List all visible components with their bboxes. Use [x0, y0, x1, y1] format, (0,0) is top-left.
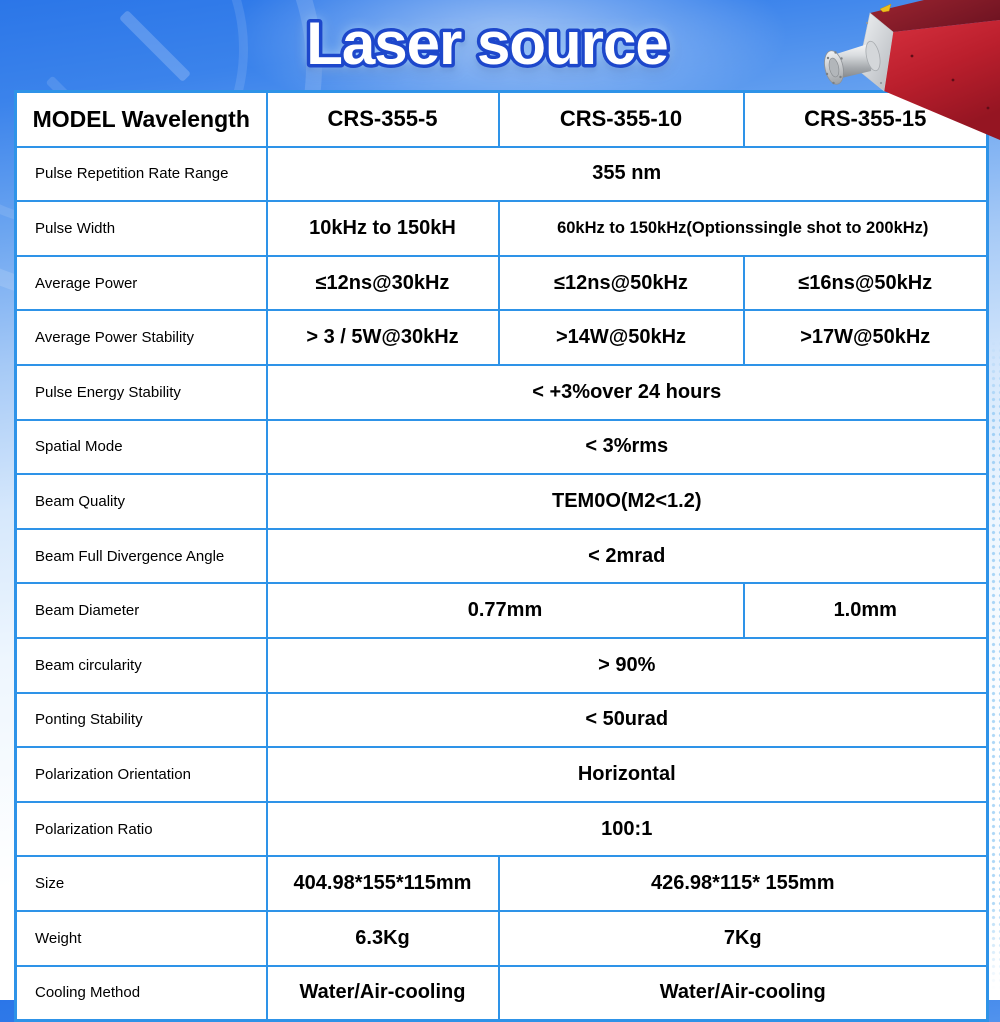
spec-table: MODEL Wavelength CRS-355-5 CRS-355-10 CR… — [14, 90, 989, 1022]
row-label: Cooling Method — [14, 964, 268, 1022]
row-label: Average Power Stability — [14, 309, 268, 366]
row-label: Ponting Stability — [14, 691, 268, 749]
spec-value-cell: ≤12ns@50kHz — [497, 254, 745, 312]
device-logo-mark — [879, 3, 892, 13]
spec-value-cell: < 3%rms — [265, 418, 989, 476]
table-row: Pulse Energy Stability < +3%over 24 hours — [14, 363, 989, 421]
row-label: Average Power — [14, 254, 268, 312]
row-label: Pulse Repetition Rate Range — [14, 145, 268, 203]
background-streak — [118, 9, 192, 83]
row-label: Polarization Ratio — [14, 800, 268, 858]
spec-value-cell: 404.98*155*115mm — [265, 855, 500, 912]
title-svg: Laser source — [303, 7, 673, 81]
spec-value-cell: 7Kg — [497, 909, 989, 967]
table-row: Polarization Ratio 100:1 — [14, 800, 989, 858]
spec-value-cell: 1.0mm — [742, 582, 989, 639]
row-label: Beam circularity — [14, 636, 268, 694]
spec-value-cell: 100:1 — [265, 800, 989, 858]
table-row: Average Power Stability > 3 / 5W@30kHz >14… — [14, 309, 989, 366]
table-row: Cooling Method Water/Air-cooling Water/Air… — [14, 964, 989, 1022]
table-row: Size 404.98*155*115mm 426.98*115* 155mm — [14, 855, 989, 912]
spec-value-cell: TEM0O(M2<1.2) — [265, 473, 989, 530]
row-label: Beam Full Divergence Angle — [14, 527, 268, 585]
spec-value-cell: 6.3Kg — [265, 909, 500, 967]
spec-value-cell: Horizontal — [265, 746, 989, 803]
row-label: Beam Diameter — [14, 582, 268, 639]
spec-value-cell: < +3%over 24 hours — [265, 363, 989, 421]
table-row: Spatial Mode < 3%rms — [14, 418, 989, 476]
spec-value-cell: Water/Air-cooling — [265, 964, 500, 1022]
table-row: Ponting Stability < 50urad — [14, 691, 989, 749]
table-row: Beam Quality TEM0O(M2<1.2) — [14, 473, 989, 530]
model-column-header: CRS-355-10 — [497, 90, 745, 148]
row-label: Size — [14, 855, 268, 912]
spec-value-cell: >17W@50kHz — [742, 309, 989, 366]
spec-value-cell: 10kHz to 150kH — [265, 200, 500, 257]
laser-device-image — [824, 0, 1000, 140]
spec-value-cell: 426.98*115* 155mm — [497, 855, 989, 912]
table-row: Polarization Orientation Horizontal — [14, 746, 989, 803]
table-row: Pulse Width 10kHz to 150kH 60kHz to 150kHz… — [14, 200, 989, 257]
row-label: Pulse Energy Stability — [14, 363, 268, 421]
model-column-header: CRS-355-5 — [265, 90, 500, 148]
spec-value-cell: > 90% — [265, 636, 989, 694]
spec-value-cell: >14W@50kHz — [497, 309, 745, 366]
spec-value-cell: > 3 / 5W@30kHz — [265, 309, 500, 366]
row-label: Polarization Orientation — [14, 746, 268, 803]
model-wavelength-header: MODEL Wavelength — [14, 90, 268, 148]
row-label: Weight — [14, 909, 268, 967]
page-title: Laser source — [222, 0, 752, 90]
spec-value-cell: Water/Air-cooling — [497, 964, 989, 1022]
table-row: Beam circularity > 90% — [14, 636, 989, 694]
spec-value-cell: 355 nm — [265, 145, 989, 203]
table-row: Beam Full Divergence Angle < 2mrad — [14, 527, 989, 585]
row-label: Pulse Width — [14, 200, 268, 257]
spec-value-cell: ≤12ns@30kHz — [265, 254, 500, 312]
table-row: Pulse Repetition Rate Range 355 nm — [14, 145, 989, 203]
spec-value-cell: ≤16ns@50kHz — [742, 254, 989, 312]
spec-value-cell: 0.77mm — [265, 582, 745, 639]
row-label: Spatial Mode — [14, 418, 268, 476]
table-row: Average Power ≤12ns@30kHz ≤12ns@50kHz ≤16ns… — [14, 254, 989, 312]
page-title-text: Laser source — [306, 10, 668, 77]
spec-value-cell: 60kHz to 150kHz(Optionssingle shot to 20… — [497, 200, 989, 257]
table-row: Weight 6.3Kg 7Kg — [14, 909, 989, 967]
spec-value-cell: < 2mrad — [265, 527, 989, 585]
row-label: Beam Quality — [14, 473, 268, 530]
spec-table-body: MODEL Wavelength CRS-355-5 CRS-355-10 CR… — [14, 90, 989, 1022]
table-row: Beam Diameter 0.77mm 1.0mm — [14, 582, 989, 639]
spec-value-cell: < 50urad — [265, 691, 989, 749]
